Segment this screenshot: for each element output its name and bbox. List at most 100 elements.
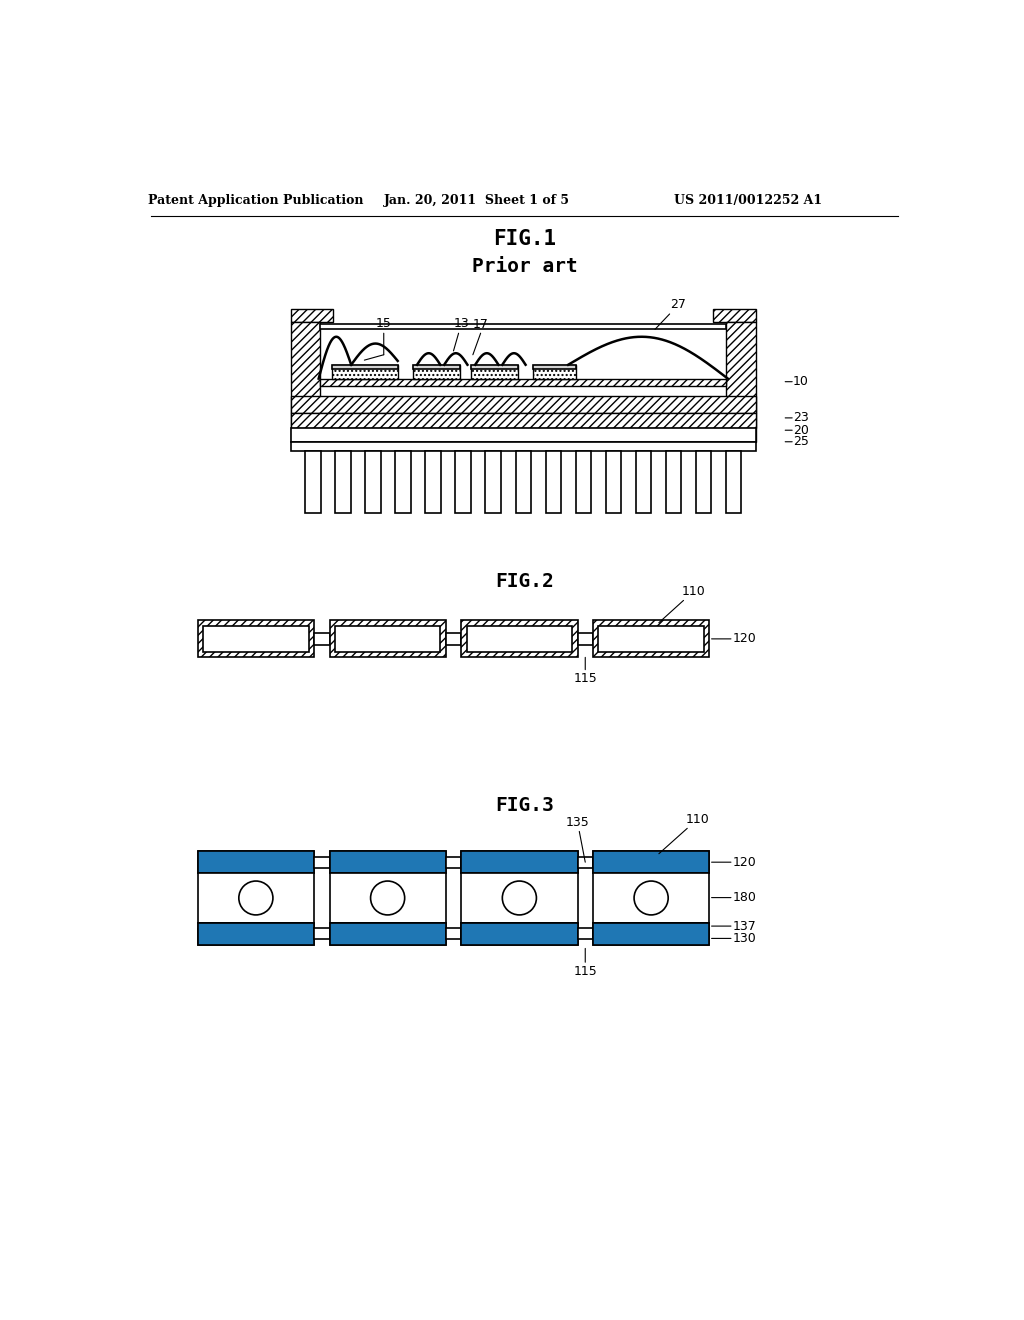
- Bar: [593, 620, 710, 657]
- Bar: [445, 928, 461, 940]
- Bar: [305, 451, 321, 512]
- Bar: [461, 851, 578, 873]
- Text: 115: 115: [573, 657, 597, 685]
- Text: 17: 17: [473, 318, 488, 331]
- Circle shape: [503, 880, 537, 915]
- Text: 13: 13: [454, 317, 469, 351]
- Bar: [636, 451, 651, 512]
- Bar: [330, 851, 445, 873]
- Bar: [456, 451, 471, 512]
- Text: 180: 180: [732, 891, 757, 904]
- Bar: [666, 451, 681, 512]
- Text: FIG.3: FIG.3: [496, 796, 554, 814]
- Bar: [198, 923, 314, 929]
- Bar: [198, 851, 314, 873]
- Bar: [330, 923, 445, 929]
- Bar: [314, 857, 330, 867]
- Bar: [598, 626, 703, 652]
- Bar: [291, 442, 756, 451]
- Bar: [321, 323, 726, 330]
- Bar: [593, 923, 710, 929]
- Bar: [471, 364, 518, 379]
- Bar: [198, 873, 314, 923]
- Text: US 2011/0012252 A1: US 2011/0012252 A1: [674, 194, 822, 207]
- Bar: [414, 364, 460, 370]
- Bar: [593, 851, 710, 873]
- Text: 15: 15: [376, 317, 392, 355]
- Bar: [330, 923, 445, 945]
- Text: 25: 25: [793, 436, 809, 449]
- Bar: [335, 451, 351, 512]
- Bar: [461, 620, 578, 657]
- Bar: [593, 923, 710, 945]
- Text: 110: 110: [658, 813, 710, 854]
- Bar: [291, 309, 334, 322]
- Bar: [366, 451, 381, 512]
- Bar: [203, 626, 308, 652]
- Bar: [314, 928, 330, 940]
- Text: 20: 20: [793, 424, 809, 437]
- Bar: [330, 873, 445, 923]
- Bar: [593, 873, 710, 923]
- Text: 115: 115: [573, 948, 597, 978]
- Bar: [534, 364, 575, 379]
- Text: 10: 10: [793, 375, 809, 388]
- Text: Jan. 20, 2011  Sheet 1 of 5: Jan. 20, 2011 Sheet 1 of 5: [384, 194, 569, 207]
- Bar: [291, 322, 321, 442]
- Bar: [593, 929, 710, 945]
- Text: FIG.2: FIG.2: [496, 573, 554, 591]
- Text: 135: 135: [565, 816, 590, 862]
- Bar: [695, 451, 712, 512]
- Bar: [198, 929, 314, 945]
- Text: Prior art: Prior art: [472, 256, 578, 276]
- Bar: [471, 364, 518, 370]
- Text: Patent Application Publication: Patent Application Publication: [148, 194, 364, 207]
- Bar: [395, 451, 411, 512]
- Bar: [534, 364, 575, 370]
- Text: 27: 27: [655, 298, 686, 330]
- Bar: [578, 928, 593, 940]
- Text: 120: 120: [732, 855, 757, 869]
- Bar: [546, 451, 561, 512]
- Circle shape: [634, 880, 669, 915]
- Bar: [461, 929, 578, 945]
- Bar: [605, 451, 622, 512]
- Text: 110: 110: [658, 585, 706, 623]
- Bar: [578, 632, 593, 645]
- Bar: [461, 873, 578, 923]
- Bar: [291, 396, 756, 412]
- Bar: [425, 451, 441, 512]
- Text: 130: 130: [732, 932, 757, 945]
- Bar: [713, 309, 756, 322]
- Bar: [314, 632, 330, 645]
- Bar: [445, 632, 461, 645]
- Bar: [461, 923, 578, 945]
- Text: 23: 23: [793, 412, 809, 425]
- Bar: [321, 379, 726, 387]
- Bar: [330, 929, 445, 945]
- Text: 120: 120: [732, 632, 757, 645]
- Bar: [335, 626, 440, 652]
- Bar: [485, 451, 501, 512]
- Bar: [461, 851, 578, 873]
- Bar: [198, 923, 314, 945]
- Bar: [332, 364, 397, 370]
- Bar: [291, 428, 756, 442]
- Bar: [578, 857, 593, 867]
- Bar: [291, 412, 756, 428]
- Bar: [515, 451, 531, 512]
- Bar: [330, 851, 445, 873]
- Bar: [330, 620, 445, 657]
- Circle shape: [371, 880, 404, 915]
- Bar: [461, 923, 578, 929]
- Bar: [593, 851, 710, 873]
- Text: FIG.1: FIG.1: [494, 230, 556, 249]
- Bar: [332, 364, 397, 379]
- Bar: [198, 851, 314, 873]
- Bar: [414, 364, 460, 379]
- Bar: [198, 620, 314, 657]
- Bar: [726, 322, 756, 442]
- Bar: [445, 857, 461, 867]
- Bar: [575, 451, 591, 512]
- Bar: [726, 451, 741, 512]
